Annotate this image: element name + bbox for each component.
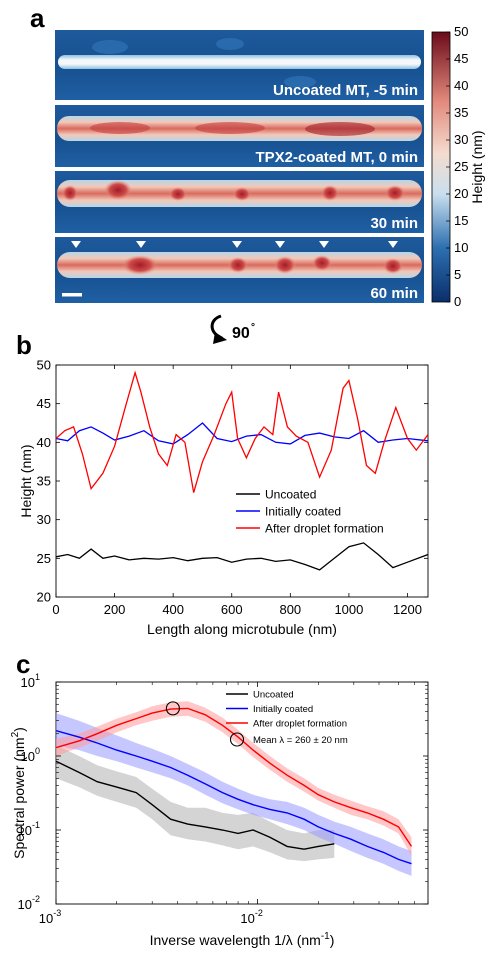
error-band-0 bbox=[56, 745, 335, 862]
y-tick-label: 10-2 bbox=[18, 894, 40, 912]
droplet-markers bbox=[71, 241, 398, 248]
series-line-0 bbox=[56, 542, 428, 571]
droplet-marker-icon bbox=[136, 241, 146, 248]
legend-label: After droplet formation bbox=[253, 719, 347, 730]
panel-c-letter: c bbox=[16, 649, 30, 679]
y-tick-label: 30 bbox=[37, 512, 51, 527]
series-line-1 bbox=[56, 730, 412, 865]
colorbar-tick-label: 40 bbox=[454, 78, 468, 93]
chart-c-frame bbox=[55, 681, 429, 905]
chart-b-frame bbox=[55, 364, 429, 598]
colorbar-label: Height (nm) bbox=[469, 130, 485, 203]
rotation-degree-mark: ° bbox=[251, 322, 255, 333]
legend-annotation-label: Mean λ = 260 ± 20 nm bbox=[253, 735, 348, 746]
colorbar-tick-label: 15 bbox=[454, 213, 468, 228]
chart-c-ylabel: Spectral power (nm2) bbox=[10, 727, 27, 859]
panel-a-letter: a bbox=[30, 3, 45, 33]
panel-b-letter: b bbox=[16, 330, 32, 360]
error-band-2 bbox=[56, 701, 412, 856]
chart-b-xlabel: Length along microtubule (nm) bbox=[147, 621, 337, 637]
mean-wavelength-marker bbox=[165, 701, 180, 716]
droplet-marker-icon bbox=[388, 241, 398, 248]
colorbar-tick-label: 35 bbox=[454, 105, 468, 120]
chart-c-legend: Uncoated Initially coated After droplet fo… bbox=[226, 690, 348, 747]
chart-b-ylabel: Height (nm) bbox=[18, 444, 34, 517]
image-label-30min: 30 min bbox=[370, 215, 418, 232]
legend-label: Initially coated bbox=[253, 704, 313, 715]
colorbar: 0 5 10 15 20 25 30 35 40 45 50 Height (nm) bbox=[431, 24, 485, 309]
series-line-2 bbox=[56, 707, 413, 847]
series-line-2 bbox=[56, 370, 428, 493]
x-tick-label: 1200 bbox=[393, 602, 422, 617]
afm-image-30min: 30 min bbox=[55, 171, 424, 233]
droplet-marker-icon bbox=[71, 241, 81, 248]
afm-image-coated: TPX2-coated MT, 0 min bbox=[55, 105, 424, 167]
colorbar-tick-label: 20 bbox=[454, 186, 468, 201]
droplet-marker-icon bbox=[232, 241, 242, 248]
chart-c-xlabel: Inverse wavelength 1/λ (nm-1) bbox=[150, 931, 335, 948]
series-line-1 bbox=[56, 422, 428, 445]
legend-label: After droplet formation bbox=[265, 522, 384, 536]
y-tick-label: 25 bbox=[37, 551, 51, 566]
y-tick-label: 45 bbox=[37, 396, 51, 411]
y-tick-label: 20 bbox=[37, 590, 51, 605]
legend-label: Initially coated bbox=[265, 505, 341, 519]
legend-circle-icon bbox=[229, 732, 245, 747]
error-band-1 bbox=[56, 713, 412, 876]
colorbar-tick-label: 25 bbox=[454, 159, 468, 174]
x-tick-label: 200 bbox=[104, 602, 126, 617]
y-tick-label: 100 bbox=[21, 746, 40, 764]
colorbar-tick-label: 10 bbox=[454, 240, 468, 255]
x-tick-label: 1000 bbox=[334, 602, 363, 617]
colorbar-tick-label: 0 bbox=[454, 294, 461, 309]
image-label-60min: 60 min bbox=[370, 285, 418, 302]
x-tick-label: 0 bbox=[52, 602, 59, 617]
x-tick-label: 400 bbox=[162, 602, 184, 617]
series-line-0 bbox=[56, 760, 335, 850]
droplet-marker-icon bbox=[275, 241, 285, 248]
colorbar-tick-label: 45 bbox=[454, 51, 468, 66]
scale-bar bbox=[62, 293, 82, 297]
chart-b-legend: Uncoated Initially coated After droplet fo… bbox=[236, 488, 384, 536]
legend-label: Uncoated bbox=[253, 690, 294, 701]
legend-label: Uncoated bbox=[265, 488, 316, 502]
x-tick-label: 10-3 bbox=[39, 908, 61, 926]
y-tick-label: 40 bbox=[37, 435, 51, 450]
image-label-coated: TPX2-coated MT, 0 min bbox=[255, 149, 418, 166]
droplet-marker-icon bbox=[319, 241, 329, 248]
colorbar-tick-label: 50 bbox=[454, 24, 468, 39]
chart-b: 0 200 400 600 800 1000 1200 20 25 30 35 40 45 50 Leng… bbox=[18, 358, 429, 637]
colorbar-tick-label: 5 bbox=[454, 267, 461, 282]
afm-images: Uncoated MT, -5 min TPX2-coated MT, 0 mi… bbox=[55, 30, 424, 303]
y-tick-label: 101 bbox=[21, 672, 40, 690]
colorbar-tick-label: 30 bbox=[454, 132, 468, 147]
afm-image-uncoated: Uncoated MT, -5 min bbox=[55, 30, 424, 100]
x-tick-label: 600 bbox=[221, 602, 243, 617]
rotation-label: 90 bbox=[232, 325, 250, 342]
image-label-uncoated: Uncoated MT, -5 min bbox=[273, 82, 418, 99]
x-tick-label: 800 bbox=[279, 602, 301, 617]
y-tick-label: 10-1 bbox=[18, 820, 40, 838]
afm-image-60min: 60 min bbox=[55, 237, 424, 303]
rotation-indicator: 90 ° bbox=[210, 314, 255, 344]
y-tick-label: 35 bbox=[37, 474, 51, 489]
y-tick-label: 50 bbox=[37, 358, 51, 373]
x-tick-label: 10-2 bbox=[240, 908, 262, 926]
